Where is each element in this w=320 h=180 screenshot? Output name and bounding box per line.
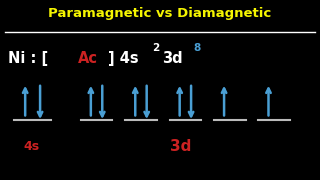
Text: Ac: Ac	[77, 51, 98, 66]
Text: Paramagnetic vs Diamagnetic: Paramagnetic vs Diamagnetic	[48, 7, 272, 20]
Text: Ni : [: Ni : [	[8, 51, 48, 66]
Text: 4s: 4s	[23, 140, 40, 153]
Text: ] 4s: ] 4s	[108, 51, 138, 66]
Text: 3d: 3d	[162, 51, 182, 66]
Text: 2: 2	[152, 43, 159, 53]
Text: 3d: 3d	[170, 139, 191, 154]
Text: 8: 8	[193, 43, 201, 53]
